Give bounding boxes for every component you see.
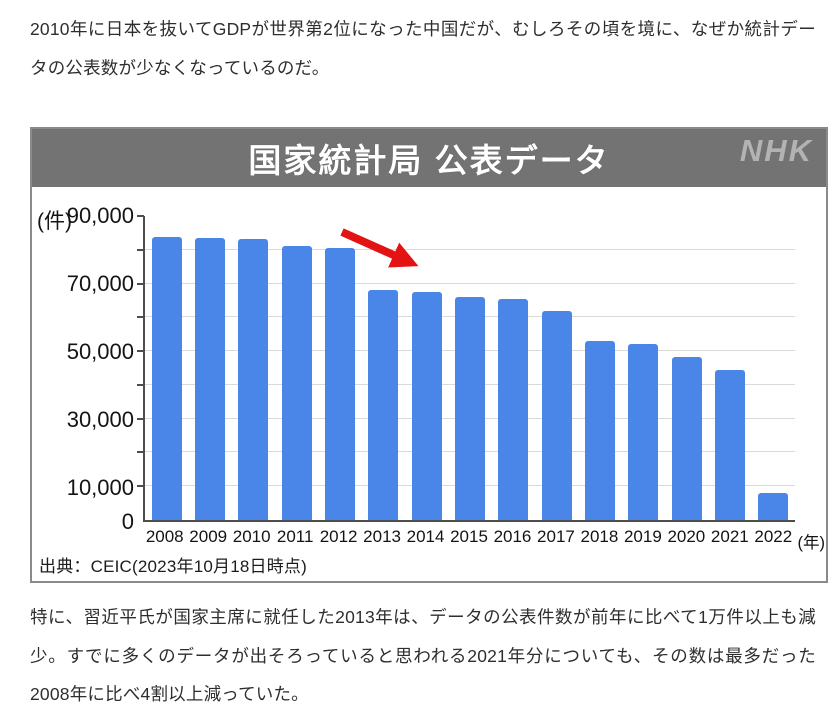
bar-2022 bbox=[758, 492, 789, 520]
y-tick-label: 50,000 bbox=[66, 339, 134, 364]
bar-2020 bbox=[671, 356, 702, 520]
bar-slot bbox=[362, 216, 405, 520]
y-axis-tick bbox=[137, 316, 144, 319]
y-tick-label: 90,000 bbox=[66, 203, 134, 228]
y-axis-labels: 90,000 70,000 50,000 30,000 10,000 0 bbox=[32, 203, 137, 534]
gridline bbox=[145, 282, 795, 284]
x-tick-label: 2008 bbox=[145, 527, 184, 546]
bar-2019 bbox=[628, 344, 659, 520]
x-tick-label: 2014 bbox=[406, 527, 445, 546]
y-axis-tick bbox=[137, 383, 144, 386]
x-tick-label: 2013 bbox=[363, 527, 401, 546]
y-axis-tick bbox=[137, 350, 144, 353]
x-tick-label: 2019 bbox=[623, 527, 662, 546]
bars-container bbox=[145, 216, 795, 520]
bar-plot bbox=[137, 215, 795, 522]
intro-paragraph: 2010年に日本を抜いてGDPが世界第2位になった中国だが、むしろその頃を境に、… bbox=[30, 19, 816, 78]
bar-2009 bbox=[194, 237, 225, 520]
x-tick-label: 2021 bbox=[710, 527, 749, 546]
y-tick-label: 30,000 bbox=[66, 407, 134, 432]
chart-source: 出典：CEIC(2023年10月18日時点) bbox=[39, 557, 307, 576]
bar-slot bbox=[145, 216, 188, 520]
bar-2013 bbox=[368, 290, 399, 520]
bar-slot bbox=[448, 216, 491, 520]
x-tick-label: 2009 bbox=[189, 527, 228, 546]
bar-2012 bbox=[324, 248, 355, 520]
x-tick-label: 2020 bbox=[667, 527, 706, 546]
bar-slot bbox=[752, 216, 795, 520]
bar-2011 bbox=[281, 246, 312, 520]
chart-header: 国家統計局 公表データ NHK bbox=[32, 129, 826, 187]
chart-card: 国家統計局 公表データ NHK (件) 90,000 70,000 50,000 30… bbox=[30, 127, 828, 583]
bar-2017 bbox=[541, 310, 572, 520]
y-axis-unit-label: (件) bbox=[37, 210, 72, 233]
bar-2015 bbox=[454, 297, 485, 520]
chart-title: 国家統計局 公表データ bbox=[248, 142, 610, 179]
y-tick-label: 10,000 bbox=[66, 475, 134, 501]
gridline bbox=[145, 248, 795, 250]
y-axis-tick bbox=[137, 248, 144, 251]
bar-slot bbox=[188, 216, 231, 520]
bar-slot bbox=[708, 216, 751, 520]
bar-slot bbox=[622, 216, 665, 520]
y-axis-tick bbox=[137, 282, 144, 285]
nhk-logo: NHK bbox=[739, 133, 813, 168]
y-axis-tick bbox=[137, 417, 144, 420]
bar-slot bbox=[275, 216, 318, 520]
x-axis-unit-label: (年) bbox=[797, 534, 826, 552]
x-tick-label: 2010 bbox=[232, 527, 271, 546]
x-tick-label: 2012 bbox=[319, 527, 358, 546]
x-tick-label: 2015 bbox=[450, 527, 488, 546]
bar-slot bbox=[492, 216, 535, 520]
y-axis-tick bbox=[137, 215, 144, 217]
bar-slot bbox=[578, 216, 621, 520]
x-tick-label: 2017 bbox=[537, 527, 575, 546]
bar-slot bbox=[318, 216, 361, 520]
x-tick-label: 2022 bbox=[754, 527, 793, 546]
bar-slot bbox=[232, 216, 275, 520]
bar-2014 bbox=[411, 292, 442, 520]
decline-arrow-icon bbox=[340, 228, 419, 268]
x-tick-label: 2016 bbox=[493, 527, 532, 546]
bar-2016 bbox=[498, 299, 529, 520]
chart-area: (件) 90,000 70,000 50,000 30,000 10,000 0 2008… bbox=[32, 187, 826, 581]
y-axis-tick bbox=[137, 451, 144, 454]
y-tick-label: 0 bbox=[121, 509, 134, 534]
x-tick-label: 2011 bbox=[276, 527, 314, 546]
bar-slot bbox=[665, 216, 708, 520]
outro-paragraph: 特に、習近平氏が国家主席に就任した2013年は、データの公表件数が前年に比べて1… bbox=[30, 607, 816, 704]
x-tick-label: 2018 bbox=[580, 527, 619, 546]
bar-slot bbox=[405, 216, 448, 520]
bar-slot bbox=[535, 216, 578, 520]
x-axis-labels: 2008 2009 2010 2011 2012 2013 2014 2015 2016 2017… bbox=[143, 527, 795, 547]
y-axis-tick bbox=[137, 485, 144, 488]
bar-2018 bbox=[584, 340, 615, 520]
bar-2021 bbox=[714, 369, 745, 520]
bar-2010 bbox=[238, 238, 269, 520]
y-tick-label: 70,000 bbox=[66, 271, 134, 296]
bar-2008 bbox=[151, 236, 182, 520]
